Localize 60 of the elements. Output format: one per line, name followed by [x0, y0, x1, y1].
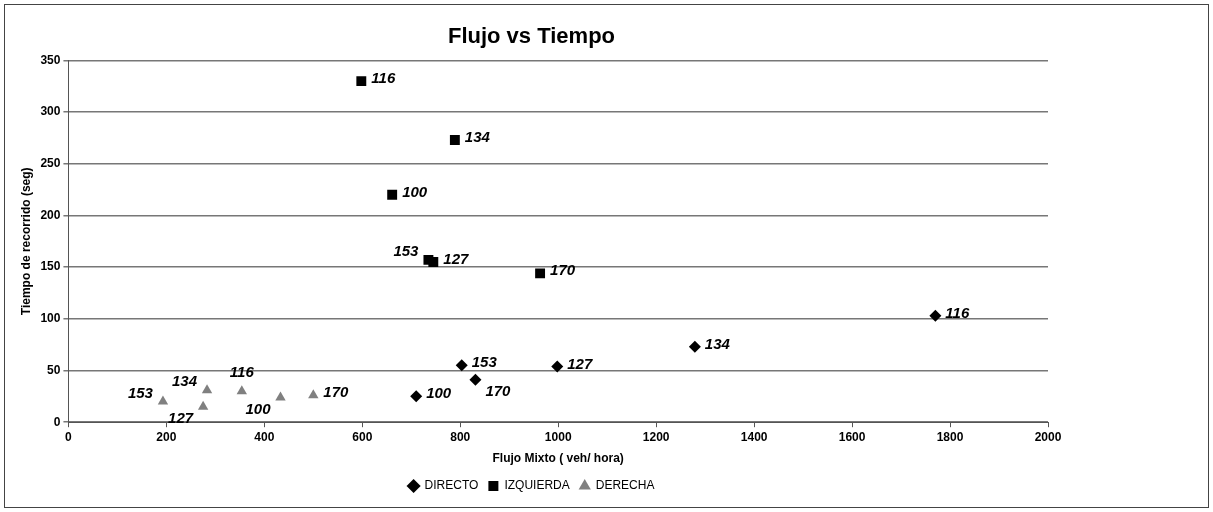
x-tick-label: 1800	[936, 429, 964, 444]
point	[551, 360, 564, 373]
point	[428, 257, 439, 267]
x-tick-label: 600	[352, 429, 373, 444]
legend-label: DIRECTO	[424, 478, 479, 493]
annotation: 134	[464, 128, 491, 146]
annotation: 153	[471, 353, 498, 371]
x-tick-label: 200	[156, 429, 177, 444]
legend-label: IZQUIERDA	[504, 478, 570, 493]
y-tick-label: 200	[40, 207, 61, 222]
point	[157, 395, 169, 405]
point	[688, 340, 701, 353]
annotation: 127	[168, 408, 194, 426]
point	[197, 400, 209, 410]
annotation: 134	[704, 334, 731, 352]
point	[469, 373, 482, 386]
point	[535, 268, 546, 279]
annotation: 170	[485, 381, 512, 399]
x-tick-label: 400	[254, 429, 275, 444]
point	[275, 391, 286, 401]
point	[929, 309, 942, 322]
y-tick-label: 150	[40, 259, 61, 274]
point	[201, 384, 213, 394]
y-tick-label: 100	[40, 311, 61, 326]
annotation: 134	[172, 372, 198, 390]
annotation: 116	[229, 363, 255, 381]
x-tick-label: 800	[450, 429, 471, 444]
annotation: 100	[245, 399, 272, 417]
annotation: 100	[402, 182, 428, 200]
point	[449, 135, 460, 145]
y-tick-label: 300	[40, 104, 61, 119]
point	[387, 189, 398, 200]
annotation: 153	[393, 242, 420, 260]
legend-label: DERECHA	[595, 478, 655, 493]
point	[356, 76, 367, 87]
x-tick-label: 1000	[544, 429, 572, 444]
point	[455, 359, 468, 372]
x-tick-label: 1400	[740, 429, 768, 444]
point	[308, 389, 319, 399]
annotation: 170	[550, 261, 576, 279]
annotation: 127	[567, 354, 593, 372]
y-tick-label: 350	[40, 52, 61, 67]
x-axis-title: Flujo Mixto ( veh/ hora)	[492, 451, 624, 466]
x-tick-label: 1600	[838, 429, 866, 444]
y-tick-label: 50	[47, 362, 61, 377]
y-tick-label: 0	[53, 414, 61, 429]
y-axis-title: Tiempo de recorrido (seg)	[18, 167, 33, 316]
annotation: 116	[945, 303, 970, 321]
point	[236, 385, 247, 395]
y-tick-label: 250	[40, 156, 61, 171]
annotation: 100	[426, 384, 452, 402]
annotation: 153	[127, 383, 154, 401]
annotation: 170	[323, 383, 349, 401]
chart-title: Flujo vs Tiempo	[447, 23, 616, 49]
annotation: 127	[443, 250, 469, 268]
x-tick-label: 0	[65, 429, 73, 444]
x-tick-label: 2000	[1034, 429, 1062, 444]
point	[410, 390, 423, 403]
annotation: 116	[371, 69, 396, 87]
x-tick-label: 1200	[642, 429, 670, 444]
